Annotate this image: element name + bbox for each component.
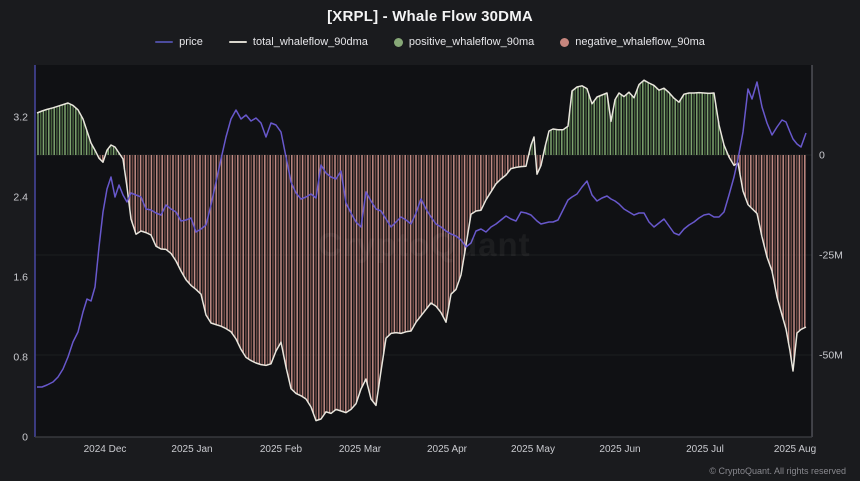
- legend-item-negative-whaleflow[interactable]: negative_whaleflow_90ma: [560, 36, 705, 48]
- left-axis-tick-label: 1.6: [13, 272, 28, 284]
- legend-item-positive-whaleflow[interactable]: positive_whaleflow_90ma: [393, 36, 535, 48]
- copyright-notice: © CryptoQuant. All rights reserved: [709, 466, 846, 476]
- price-line: [37, 81, 807, 388]
- x-axis-tick-label: 2025 Feb: [260, 444, 303, 455]
- right-axis-tick-label: -25M: [819, 250, 843, 262]
- legend-item-price[interactable]: price: [155, 36, 203, 48]
- left-axis-tick-label: 0: [22, 432, 28, 444]
- legend-label: price: [179, 36, 203, 48]
- x-axis-tick-label: 2025 Jan: [171, 444, 212, 455]
- left-axis-tick-label: 3.2: [13, 112, 28, 124]
- legend-label: positive_whaleflow_90ma: [408, 36, 535, 48]
- x-axis-tick-label: 2025 Jul: [686, 444, 724, 455]
- right-axis-tick-label: -50M: [819, 350, 843, 362]
- negative-dot-swatch-icon: [560, 37, 570, 47]
- legend-label: total_whaleflow_90dma: [252, 36, 368, 48]
- total-whaleflow-line: [36, 79, 807, 422]
- x-axis-tick-label: 2025 Mar: [339, 444, 382, 455]
- price-line-swatch-icon: [155, 41, 174, 43]
- legend-label: negative_whaleflow_90ma: [575, 36, 705, 48]
- chart-title: [XRPL] - Whale Flow 30DMA: [327, 8, 533, 25]
- right-axis-tick-label: 0: [819, 150, 825, 162]
- legend: price total_whaleflow_90dma positive_wha…: [0, 36, 860, 48]
- left-axis-tick-label: 0.8: [13, 352, 28, 364]
- x-axis-tick-label: 2025 Apr: [427, 444, 468, 455]
- x-axis-tick-label: 2024 Dec: [84, 444, 127, 455]
- x-axis-tick-label: 2025 Aug: [774, 444, 816, 455]
- x-axis-tick-label: 2025 Jun: [599, 444, 640, 455]
- positive-dot-swatch-icon: [393, 37, 403, 47]
- legend-item-total-whaleflow[interactable]: total_whaleflow_90dma: [228, 36, 368, 48]
- left-axis-tick-label: 2.4: [13, 192, 28, 204]
- total-line-swatch-icon: [228, 41, 247, 43]
- x-axis-tick-label: 2025 May: [511, 444, 555, 455]
